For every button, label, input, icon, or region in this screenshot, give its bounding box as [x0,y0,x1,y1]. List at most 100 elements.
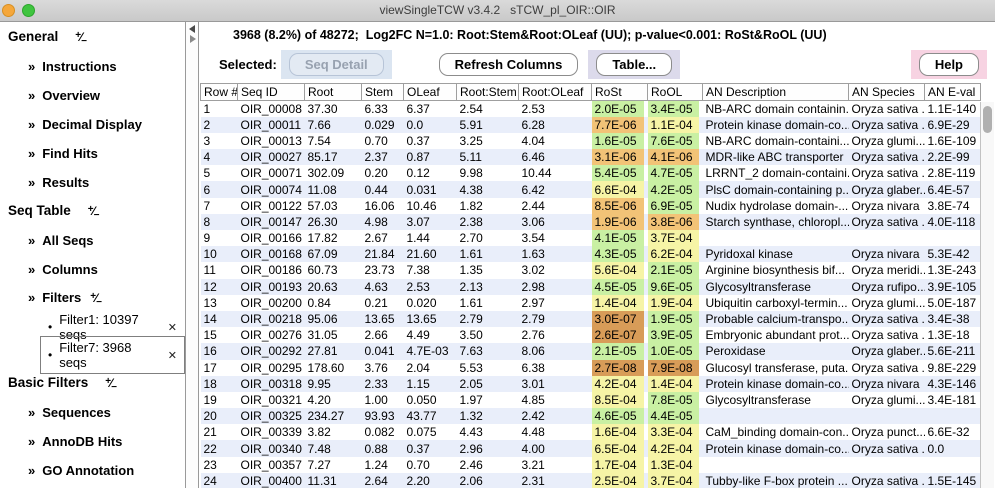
table-row[interactable]: 12 OIR_00193 20.63 4.63 2.53 2.13 2.98 4.5E-05 9… [200,278,981,295]
sidebar-item-sequences[interactable]: » Sequences [0,398,185,427]
sidebar-item-columns[interactable]: » Columns [0,255,185,284]
sidebar-item-decimal-display[interactable]: » Decimal Display [0,110,185,139]
refresh-columns-button[interactable]: Refresh Columns [438,53,579,76]
column-header-rool[interactable]: RoOL [647,83,703,101]
table-row[interactable]: 5 OIR_00071 302.09 0.20 0.12 9.98 10.44 5.4E-05… [201,165,981,182]
vertical-scrollbar[interactable] [980,102,994,488]
column-header-aneval[interactable]: AN E-val [924,83,981,101]
sidebar-item-results[interactable]: » Results [0,168,185,197]
cell-seqid: OIR_00295 [240,360,302,375]
table-row[interactable]: 4 OIR_00027 85.17 2.37 0.87 5.11 6.46 3.1E-06 4.… [200,149,981,166]
chevron-icon: » [28,405,36,420]
help-button[interactable]: Help [918,53,979,76]
table-row[interactable]: 9 OIR_00166 17.82 2.67 1.44 2.70 3.54 4.1E-05 3.… [201,230,981,247]
cell-andescription: Embryonic abundant prot... [705,328,849,343]
table-row[interactable]: 7 OIR_00122 57.03 16.06 10.46 1.82 2.44 8.5E-06… [201,197,981,214]
cell-andescription: Nudix hydrolase domain-... [705,198,849,213]
table-row[interactable]: 17 OIR_00295 178.60 3.76 2.04 5.53 6.38 2.7E-08… [201,359,981,376]
sidebar-item-instructions[interactable]: » Instructions [0,52,185,81]
cell-root: 178.60 [307,360,345,375]
sidebar-item-overview[interactable]: » Overview [0,81,185,110]
cell-rownum: 2 [203,117,211,132]
table-row[interactable]: 2 OIR_00011 7.66 0.029 0.0 5.91 6.28 7.7E-06 1.1… [200,116,981,133]
cell-rootoleaf: 2.76 [521,328,545,343]
table-row[interactable]: 16 OIR_00292 27.81 0.041 4.7E-03 7.63 8.06 2.1E… [200,343,981,360]
column-header-rost[interactable]: RoSt [591,83,648,101]
sidebar-item-find-hits[interactable]: » Find Hits [0,139,185,168]
cell-rootoleaf: 10.44 [521,166,552,181]
minimize-button[interactable] [2,4,15,17]
collapse-left-icon[interactable] [189,25,195,33]
close-icon[interactable]: ✕ [167,321,177,334]
cell-rownum: 21 [203,425,217,440]
table-row[interactable]: 1 OIR_00008 37.30 6.33 6.37 2.54 2.53 2.0E-05 3.… [201,101,981,117]
window-title: viewSingleTCW v3.4.2 sTCW_pl_OIR::OIR [379,3,616,17]
seq-detail-button[interactable]: Seq Detail [288,53,384,76]
column-header-rootoleaf[interactable]: Root:OLeaf [518,83,592,101]
table-row[interactable]: 8 OIR_00147 26.30 4.98 3.07 2.38 3.06 1.9E-06 3.… [200,213,981,230]
expand-collapse-icon[interactable]: +⁄− [75,29,87,47]
scrollbar-thumb[interactable] [983,106,992,133]
cell-rownum: 16 [203,344,217,359]
table-row[interactable]: 19 OIR_00321 4.20 1.00 0.050 1.97 4.85 8.5E-04 7… [201,391,981,409]
cell-rool: 3.3E-04 [647,424,703,441]
expand-right-icon[interactable] [190,35,196,43]
column-header-rootstem[interactable]: Root:Stem [456,83,519,101]
selected-label: Selected: [219,57,277,72]
table-menu-button[interactable]: Table... [596,53,673,76]
cell-anspecies: Oryza sativa ... [851,214,925,229]
cell-rownum: 6 [203,182,211,197]
table-row[interactable]: 20 OIR_00325 234.27 93.93 43.77 1.32 2.42 4.6E-… [200,408,981,425]
chevron-icon: » [28,289,36,305]
sidebar-item-filters[interactable]: » Filters +⁄− [0,284,185,313]
table-row[interactable]: 15 OIR_00276 31.05 2.66 4.49 3.50 2.76 2.6E-07 3… [201,327,981,344]
table-row[interactable]: 14 OIR_00218 95.06 13.65 13.65 2.79 2.79 3.0E-0… [200,310,981,328]
table-row[interactable]: 10 OIR_00168 67.09 21.84 21.60 1.61 1.63 4.3E-0… [200,246,981,263]
column-header-anspecies[interactable]: AN Species [848,83,925,101]
cell-oleaf: 13.65 [406,312,437,327]
close-icon[interactable]: ✕ [167,349,177,362]
table-row[interactable]: 22 OIR_00340 7.48 0.88 0.37 2.96 4.00 6.5E-04 4.… [200,440,981,457]
sidebar-item-go-annotation[interactable]: » GO Annotation [0,456,185,485]
column-header-root[interactable]: Root [304,83,362,101]
column-header-rownum[interactable]: Row # [200,83,238,101]
cell-anspecies: Oryza glumi... [851,392,925,407]
table-row[interactable]: 3 OIR_00013 7.54 0.70 0.37 3.25 4.04 1.6E-05 7.6… [201,132,981,150]
cell-rownum: 14 [203,312,217,327]
cell-rost: 8.5E-04 [591,391,648,409]
sidebar-section-general[interactable]: General +⁄− [0,23,185,52]
sidebar-section-seq-table[interactable]: Seq Table +⁄− [0,197,185,226]
cell-aneval: 5.3E-42 [927,247,970,262]
zoom-button[interactable] [22,4,35,17]
split-divider[interactable] [186,22,199,488]
table-row[interactable]: 13 OIR_00200 0.84 0.21 0.020 1.61 2.97 1.4E-04 1… [201,294,981,311]
expand-collapse-icon[interactable]: +⁄− [87,203,100,221]
column-header-oleaf[interactable]: OLeaf [403,83,457,101]
table-row[interactable]: 11 OIR_00186 60.73 23.73 7.38 1.35 3.02 5.6E-04… [201,262,981,279]
expand-collapse-icon[interactable]: +⁄− [105,375,117,393]
cell-rownum: 23 [203,457,217,472]
cell-oleaf: 0.37 [406,441,430,456]
cell-andescription: NB-ARC domain-containi... [705,133,849,148]
sidebar-filter-filter7-3968-seqs[interactable]: • Filter7: 3968 seqs ✕ [0,336,185,374]
table-row[interactable]: 24 OIR_00400 11.31 2.64 2.20 2.06 2.31 2.5E-04 3… [200,472,981,488]
cell-rownum: 7 [203,198,211,213]
cell-stem: 4.98 [364,214,388,229]
cell-anspecies: Oryza sativa ... [851,150,925,165]
label: Filters [42,289,82,305]
table-row[interactable]: 18 OIR_00318 9.95 2.33 1.15 2.05 3.01 4.2E-04 1.… [200,375,981,392]
sidebar-section-basic-filters[interactable]: Basic Filters +⁄− [0,369,185,398]
sidebar-filter-filter1-10397-seqs[interactable]: • Filter1: 10397 seqs ✕ [0,312,185,342]
cell-andescription: Probable calcium-transpo... [705,312,849,327]
table-row[interactable]: 23 OIR_00357 7.27 1.24 0.70 2.46 3.21 1.7E-04 1.… [201,456,981,473]
expand-collapse-icon[interactable]: +⁄− [90,290,102,308]
column-header-stem[interactable]: Stem [361,83,404,101]
table-row[interactable]: 6 OIR_00074 11.08 0.44 0.031 4.38 6.42 6.6E-04 4… [200,181,981,198]
bullet-icon: • [48,320,53,334]
sidebar-item-annodb-hits[interactable]: » AnnoDB Hits [0,427,185,456]
column-header-andescription[interactable]: AN Description [702,83,849,101]
cell-stem: 0.20 [364,166,388,181]
table-row[interactable]: 21 OIR_00339 3.82 0.082 0.075 4.43 4.48 1.6E-04… [201,424,981,441]
sidebar-item-all-seqs[interactable]: » All Seqs [0,226,185,255]
column-header-seqid[interactable]: Seq ID [237,83,305,101]
